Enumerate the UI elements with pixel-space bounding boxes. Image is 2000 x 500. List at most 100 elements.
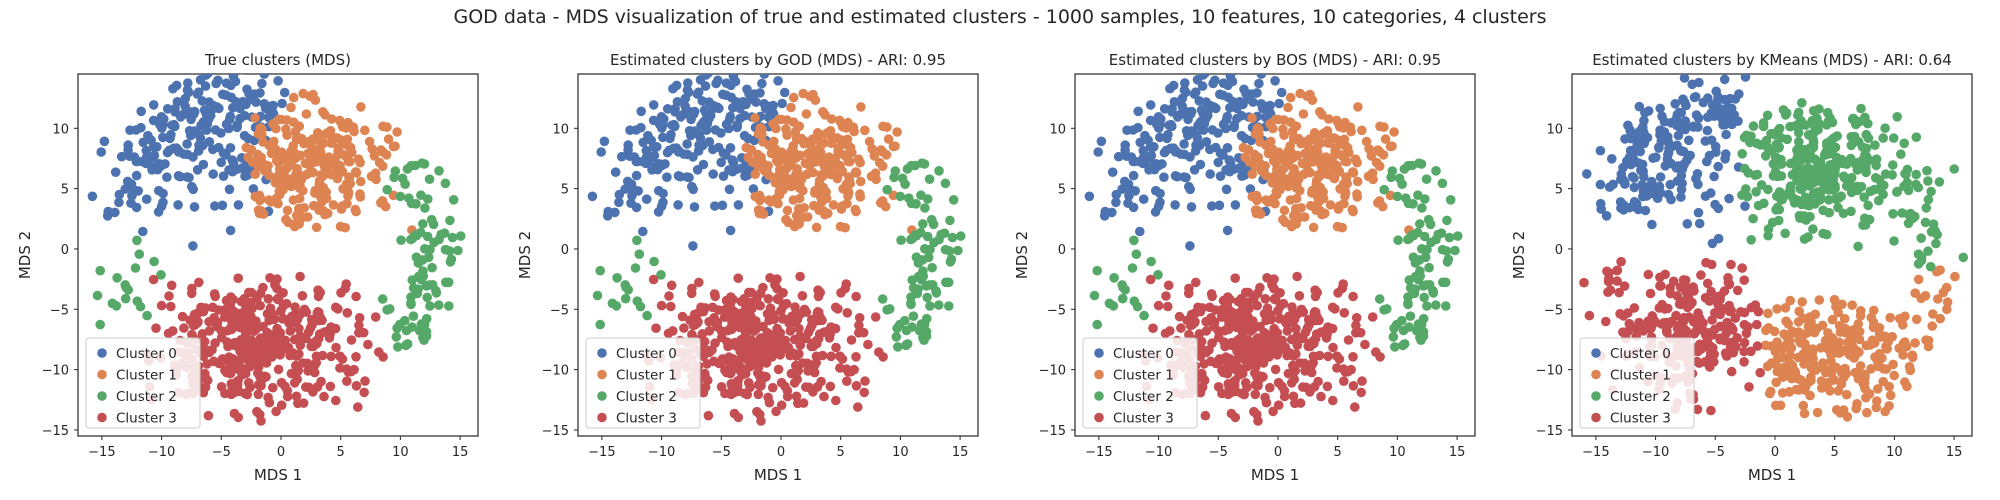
scatter-point: [283, 217, 294, 228]
scatter-point: [1862, 407, 1872, 418]
scatter-point: [916, 190, 926, 200]
scatter-point: [1270, 76, 1280, 86]
scatter-point: [1445, 195, 1456, 205]
scatter-point: [685, 315, 695, 326]
scatter-point: [110, 207, 120, 218]
scatter-point: [1825, 113, 1835, 123]
scatter-point: [1781, 190, 1791, 200]
scatter-point: [241, 142, 252, 153]
scatter-point: [638, 226, 648, 237]
scatter-point: [816, 170, 827, 180]
scatter-point: [321, 193, 332, 204]
scatter-point: [1707, 238, 1718, 249]
scatter-point: [1342, 178, 1352, 189]
scatter-point: [1270, 336, 1281, 347]
scatter-point: [1818, 169, 1828, 179]
scatter-point: [703, 410, 714, 421]
scatter-point: [1332, 351, 1342, 362]
scatter-point: [888, 141, 899, 152]
scatter-point: [1236, 110, 1247, 121]
scatter-point: [232, 337, 243, 348]
scatter-point: [1923, 176, 1933, 186]
scatter-point: [1315, 107, 1325, 117]
scatter-point: [1713, 161, 1723, 172]
scatter-point: [1928, 309, 1938, 319]
scatter-point: [221, 90, 231, 100]
scatter-point: [788, 92, 799, 103]
scatter-point: [243, 304, 254, 315]
scatter-point: [750, 169, 760, 179]
scatter-point: [829, 134, 839, 145]
scatter-point: [1900, 311, 1910, 322]
scatter-point: [781, 124, 791, 134]
legend-label: Cluster 1: [1610, 368, 1671, 384]
scatter-point: [1880, 169, 1891, 179]
scatter-point: [1268, 155, 1279, 166]
scatter-point: [699, 337, 709, 348]
x-tick-label: 5: [1334, 445, 1342, 460]
scatter-point: [1958, 252, 1969, 263]
scatter-point: [705, 110, 716, 121]
x-axis-label: MDS 1: [1251, 466, 1299, 484]
scatter-point: [1225, 294, 1235, 305]
scatter-point: [724, 365, 734, 376]
y-tick-label: −5: [1544, 303, 1563, 318]
scatter-point: [1873, 195, 1884, 206]
scatter-point: [745, 382, 755, 393]
scatter-point: [239, 130, 250, 141]
scatter-point: [1818, 358, 1828, 368]
scatter-point: [1398, 325, 1409, 336]
scatter-point: [1247, 169, 1257, 179]
scatter-point: [1352, 192, 1363, 202]
scatter-point: [1375, 147, 1385, 157]
scatter-point: [1873, 184, 1884, 194]
scatter-point: [1751, 187, 1761, 197]
scatter-point: [1803, 321, 1814, 332]
scatter-point: [687, 181, 697, 192]
scatter-point: [259, 74, 270, 79]
scatter-point: [698, 117, 709, 127]
scatter-point: [1712, 96, 1722, 107]
scatter-point: [1771, 152, 1781, 163]
scatter-point: [596, 147, 606, 157]
scatter-point: [1211, 103, 1221, 114]
scatter-point: [1798, 313, 1808, 324]
scatter-point: [1163, 280, 1174, 291]
scatter-point: [1300, 366, 1310, 376]
scatter-point: [1364, 144, 1374, 154]
legend-marker: [597, 412, 607, 423]
scatter-point: [1833, 307, 1843, 318]
scatter-point: [1637, 165, 1647, 176]
x-tick-label: 0: [777, 445, 785, 460]
scatter-point: [245, 351, 255, 361]
scatter-point: [1655, 272, 1665, 283]
scatter-point: [808, 89, 818, 100]
scatter-point: [1739, 346, 1749, 357]
scatter-point: [686, 107, 696, 117]
scatter-point: [107, 298, 118, 309]
scatter-point: [800, 158, 811, 169]
scatter-point: [1648, 318, 1659, 329]
scatter-point: [1782, 340, 1792, 350]
scatter-point: [1874, 329, 1885, 339]
scatter-point: [276, 114, 287, 125]
scatter-point: [167, 120, 177, 130]
scatter-point: [842, 376, 852, 387]
scatter-point: [173, 171, 184, 181]
scatter-point: [136, 106, 146, 117]
scatter-point: [763, 392, 773, 403]
scatter-point: [1250, 368, 1260, 378]
x-tick-label: 15: [1946, 445, 1963, 460]
scatter-point: [1780, 228, 1790, 239]
scatter-point: [1242, 351, 1252, 361]
scatter-point: [1415, 219, 1425, 229]
scatter-point: [273, 336, 284, 347]
scatter-point: [620, 293, 631, 304]
scatter-point: [1866, 312, 1877, 323]
scatter-point: [1222, 323, 1233, 333]
scatter-point: [1361, 136, 1372, 147]
legend-marker: [1094, 412, 1104, 423]
scatter-point: [592, 290, 603, 301]
scatter-point: [280, 381, 290, 392]
scatter-point: [1790, 121, 1800, 131]
